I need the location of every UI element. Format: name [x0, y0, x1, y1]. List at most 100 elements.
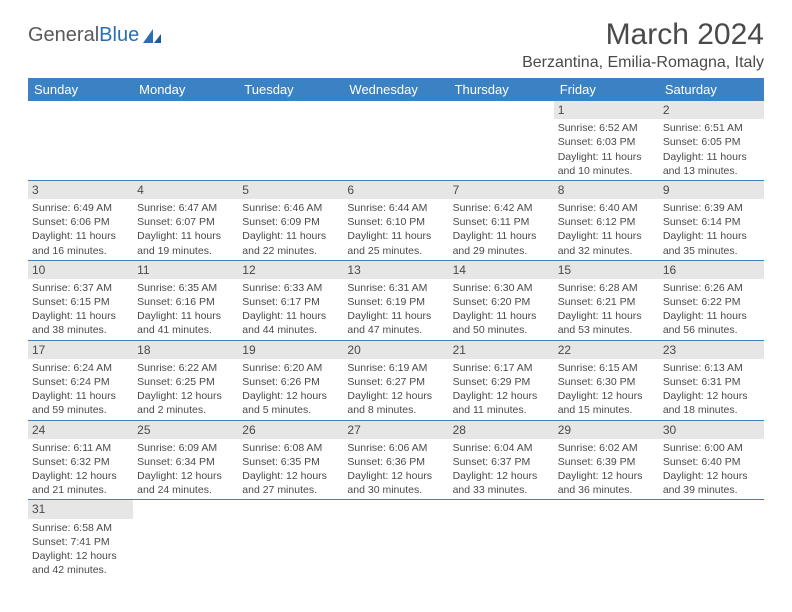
- day-info-line: and 47 minutes.: [347, 323, 444, 337]
- day-info-line: Sunset: 7:41 PM: [32, 535, 129, 549]
- day-number: 18: [133, 341, 238, 359]
- day-cell: [554, 500, 659, 579]
- day-info-line: Daylight: 11 hours: [347, 229, 444, 243]
- day-number: 29: [554, 421, 659, 439]
- title-block: March 2024 Berzantina, Emilia-Romagna, I…: [522, 18, 764, 72]
- day-body: Sunrise: 6:11 AMSunset: 6:32 PMDaylight:…: [28, 439, 133, 500]
- day-info-line: Daylight: 12 hours: [453, 389, 550, 403]
- day-info-line: Daylight: 11 hours: [558, 150, 655, 164]
- day-cell: 9Sunrise: 6:39 AMSunset: 6:14 PMDaylight…: [659, 181, 764, 260]
- day-info-line: and 50 minutes.: [453, 323, 550, 337]
- day-number: 13: [343, 261, 448, 279]
- day-number: [449, 101, 554, 119]
- day-info-line: Daylight: 11 hours: [137, 309, 234, 323]
- day-info-line: Daylight: 12 hours: [663, 469, 760, 483]
- day-body: [238, 119, 343, 123]
- day-cell: 19Sunrise: 6:20 AMSunset: 6:26 PMDayligh…: [238, 341, 343, 420]
- day-number: 7: [449, 181, 554, 199]
- day-cell: 14Sunrise: 6:30 AMSunset: 6:20 PMDayligh…: [449, 261, 554, 340]
- day-info-line: Sunset: 6:12 PM: [558, 215, 655, 229]
- day-number: 4: [133, 181, 238, 199]
- day-number: 9: [659, 181, 764, 199]
- logo: GeneralBlue: [28, 18, 163, 47]
- day-number: 11: [133, 261, 238, 279]
- day-number: [28, 101, 133, 119]
- day-info-line: Daylight: 11 hours: [663, 309, 760, 323]
- week-row: 17Sunrise: 6:24 AMSunset: 6:24 PMDayligh…: [28, 341, 764, 421]
- day-cell: [238, 101, 343, 180]
- day-info-line: Daylight: 11 hours: [663, 229, 760, 243]
- day-body: Sunrise: 6:22 AMSunset: 6:25 PMDaylight:…: [133, 359, 238, 420]
- day-body: Sunrise: 6:26 AMSunset: 6:22 PMDaylight:…: [659, 279, 764, 340]
- day-info-line: Sunset: 6:17 PM: [242, 295, 339, 309]
- day-number: 15: [554, 261, 659, 279]
- day-info-line: Sunset: 6:05 PM: [663, 135, 760, 149]
- day-info-line: and 36 minutes.: [558, 483, 655, 497]
- day-info-line: Daylight: 12 hours: [32, 469, 129, 483]
- weekday-header: Saturday: [659, 78, 764, 101]
- day-cell: 16Sunrise: 6:26 AMSunset: 6:22 PMDayligh…: [659, 261, 764, 340]
- day-info-line: and 41 minutes.: [137, 323, 234, 337]
- week-row: 24Sunrise: 6:11 AMSunset: 6:32 PMDayligh…: [28, 421, 764, 501]
- day-info-line: Sunset: 6:35 PM: [242, 455, 339, 469]
- week-row: 10Sunrise: 6:37 AMSunset: 6:15 PMDayligh…: [28, 261, 764, 341]
- day-info-line: and 16 minutes.: [32, 244, 129, 258]
- day-info-line: Daylight: 12 hours: [32, 549, 129, 563]
- day-info-line: Sunset: 6:30 PM: [558, 375, 655, 389]
- day-info-line: Sunset: 6:31 PM: [663, 375, 760, 389]
- day-info-line: and 2 minutes.: [137, 403, 234, 417]
- day-body: Sunrise: 6:09 AMSunset: 6:34 PMDaylight:…: [133, 439, 238, 500]
- day-info-line: Sunrise: 6:04 AM: [453, 441, 550, 455]
- day-body: Sunrise: 6:37 AMSunset: 6:15 PMDaylight:…: [28, 279, 133, 340]
- day-number: 8: [554, 181, 659, 199]
- day-info-line: and 19 minutes.: [137, 244, 234, 258]
- day-info-line: Daylight: 11 hours: [32, 389, 129, 403]
- day-number: 1: [554, 101, 659, 119]
- day-body: Sunrise: 6:04 AMSunset: 6:37 PMDaylight:…: [449, 439, 554, 500]
- day-info-line: Daylight: 12 hours: [347, 389, 444, 403]
- day-number: [343, 500, 448, 518]
- day-info-line: Sunset: 6:27 PM: [347, 375, 444, 389]
- day-info-line: Sunrise: 6:11 AM: [32, 441, 129, 455]
- day-info-line: Daylight: 11 hours: [453, 309, 550, 323]
- day-info-line: Sunrise: 6:24 AM: [32, 361, 129, 375]
- day-body: Sunrise: 6:46 AMSunset: 6:09 PMDaylight:…: [238, 199, 343, 260]
- day-info-line: Daylight: 11 hours: [32, 229, 129, 243]
- day-number: [659, 500, 764, 518]
- day-number: 25: [133, 421, 238, 439]
- day-info-line: and 5 minutes.: [242, 403, 339, 417]
- day-number: [554, 500, 659, 518]
- day-info-line: Daylight: 12 hours: [663, 389, 760, 403]
- day-info-line: Daylight: 12 hours: [242, 389, 339, 403]
- day-info-line: and 29 minutes.: [453, 244, 550, 258]
- day-info-line: Sunset: 6:09 PM: [242, 215, 339, 229]
- day-number: 31: [28, 500, 133, 518]
- day-body: Sunrise: 6:40 AMSunset: 6:12 PMDaylight:…: [554, 199, 659, 260]
- day-body: Sunrise: 6:35 AMSunset: 6:16 PMDaylight:…: [133, 279, 238, 340]
- day-info-line: Sunset: 6:32 PM: [32, 455, 129, 469]
- day-body: Sunrise: 6:39 AMSunset: 6:14 PMDaylight:…: [659, 199, 764, 260]
- day-number: 3: [28, 181, 133, 199]
- day-info-line: Sunrise: 6:13 AM: [663, 361, 760, 375]
- day-info-line: and 11 minutes.: [453, 403, 550, 417]
- day-body: [343, 519, 448, 523]
- day-cell: 25Sunrise: 6:09 AMSunset: 6:34 PMDayligh…: [133, 421, 238, 500]
- day-cell: 30Sunrise: 6:00 AMSunset: 6:40 PMDayligh…: [659, 421, 764, 500]
- day-cell: 6Sunrise: 6:44 AMSunset: 6:10 PMDaylight…: [343, 181, 448, 260]
- day-info-line: Daylight: 11 hours: [32, 309, 129, 323]
- day-info-line: and 59 minutes.: [32, 403, 129, 417]
- day-info-line: Sunset: 6:06 PM: [32, 215, 129, 229]
- day-info-line: and 44 minutes.: [242, 323, 339, 337]
- day-info-line: Sunrise: 6:02 AM: [558, 441, 655, 455]
- day-info-line: Daylight: 11 hours: [137, 229, 234, 243]
- day-info-line: and 56 minutes.: [663, 323, 760, 337]
- day-info-line: Daylight: 11 hours: [242, 309, 339, 323]
- day-info-line: and 32 minutes.: [558, 244, 655, 258]
- day-number: [133, 101, 238, 119]
- day-cell: 23Sunrise: 6:13 AMSunset: 6:31 PMDayligh…: [659, 341, 764, 420]
- day-info-line: Sunrise: 6:15 AM: [558, 361, 655, 375]
- day-number: [449, 500, 554, 518]
- day-body: Sunrise: 6:02 AMSunset: 6:39 PMDaylight:…: [554, 439, 659, 500]
- page-header: GeneralBlue March 2024 Berzantina, Emili…: [28, 18, 764, 72]
- day-info-line: Daylight: 12 hours: [242, 469, 339, 483]
